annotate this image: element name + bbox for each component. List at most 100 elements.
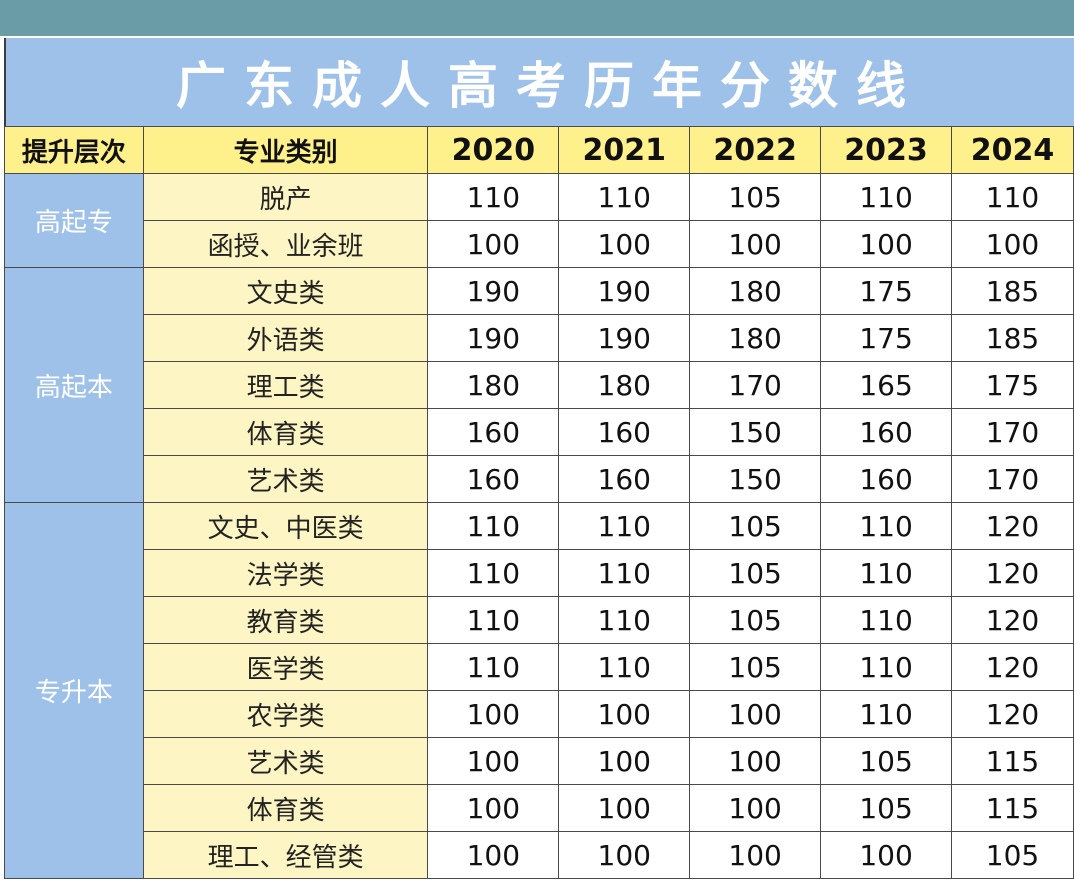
score-cell: 175: [820, 267, 952, 315]
score-cell: 185: [951, 267, 1074, 315]
category-cell: 函授、业余班: [142, 220, 429, 268]
score-cell: 100: [951, 220, 1074, 268]
category-cell: 体育类: [142, 784, 429, 832]
category-cell: 教育类: [142, 596, 429, 644]
score-cell: 100: [427, 690, 560, 738]
score-cell: 100: [558, 690, 691, 738]
score-cell: 165: [820, 361, 952, 409]
category-cell: 法学类: [142, 549, 429, 597]
score-cell: 160: [427, 408, 560, 456]
score-cell: 110: [558, 596, 691, 644]
table-row: 理工类 180 180 170 165 175: [5, 361, 1074, 409]
category-cell: 艺术类: [142, 737, 429, 785]
score-cell: 110: [820, 643, 952, 691]
score-cell: 160: [820, 408, 952, 456]
score-cell: 180: [689, 314, 822, 362]
category-cell: 理工类: [142, 361, 429, 409]
score-cell: 105: [689, 596, 822, 644]
table-row: 体育类 100 100 100 105 115: [5, 784, 1074, 832]
table-row: 外语类 190 190 180 175 185: [5, 314, 1074, 362]
score-cell: 190: [427, 314, 560, 362]
score-cell: 190: [427, 267, 560, 315]
score-cell: 100: [689, 737, 822, 785]
table-row: 医学类 110 110 105 110 120: [5, 643, 1074, 691]
header-year: 2021: [558, 126, 691, 174]
score-cell: 105: [689, 643, 822, 691]
score-cell: 100: [689, 220, 822, 268]
table-row: 艺术类 160 160 150 160 170: [5, 455, 1074, 503]
score-cell: 105: [689, 173, 822, 221]
score-cell: 110: [427, 502, 560, 550]
score-cell: 160: [558, 408, 691, 456]
score-cell: 100: [427, 220, 560, 268]
score-cell: 160: [427, 455, 560, 503]
score-cell: 110: [558, 173, 691, 221]
score-cell: 105: [820, 737, 952, 785]
table-row: 理工、经管类 100 100 100 100 105: [5, 831, 1074, 879]
score-cell: 110: [427, 643, 560, 691]
score-cell: 100: [820, 220, 952, 268]
score-cell: 110: [820, 502, 952, 550]
score-cell: 150: [689, 408, 822, 456]
score-cell: 110: [558, 643, 691, 691]
score-cell: 190: [558, 314, 691, 362]
score-cell: 100: [558, 737, 691, 785]
score-cell: 100: [689, 690, 822, 738]
score-cell: 115: [951, 784, 1074, 832]
score-cell: 160: [820, 455, 952, 503]
table-row: 农学类 100 100 100 110 120: [5, 690, 1074, 738]
table-row: 体育类 160 160 150 160 170: [5, 408, 1074, 456]
category-cell: 体育类: [142, 408, 429, 456]
top-bar: [0, 0, 1074, 36]
score-cell: 115: [951, 737, 1074, 785]
score-cell: 175: [951, 361, 1074, 409]
score-cell: 120: [951, 502, 1074, 550]
score-cell: 110: [427, 173, 560, 221]
score-cell: 185: [951, 314, 1074, 362]
score-cell: 110: [427, 549, 560, 597]
table-row: 高起本 文史类 190 190 180 175 185: [4, 267, 1074, 503]
score-cell: 100: [558, 784, 691, 832]
category-cell: 脱产: [142, 173, 429, 221]
score-cell: 180: [427, 361, 560, 409]
category-cell: 农学类: [142, 690, 429, 738]
score-cell: 190: [558, 267, 691, 315]
page-title: 广东成人高考历年分数线: [4, 38, 1074, 126]
header-year: 2022: [689, 126, 822, 174]
score-cell: 110: [558, 549, 691, 597]
score-cell: 180: [558, 361, 691, 409]
score-cell: 105: [820, 784, 952, 832]
header-category: 专业类别: [142, 126, 429, 174]
score-cell: 100: [689, 831, 822, 879]
header-year: 2023: [820, 126, 952, 174]
category-cell: 文史、中医类: [142, 502, 429, 550]
category-cell: 艺术类: [142, 455, 429, 503]
header-row: 提升层次 专业类别 2020 2021 2022 2023 2024: [4, 126, 1074, 174]
score-cell: 120: [951, 549, 1074, 597]
category-cell: 理工、经管类: [142, 831, 429, 879]
category-cell: 外语类: [142, 314, 429, 362]
table-row: 函授、业余班 100 100 100 100 100: [5, 220, 1074, 268]
score-table: 提升层次 专业类别 2020 2021 2022 2023 2024 高起专 脱产…: [4, 126, 1074, 879]
score-cell: 175: [820, 314, 952, 362]
score-cell: 100: [427, 831, 560, 879]
score-cell: 110: [820, 173, 952, 221]
score-cell: 110: [558, 502, 691, 550]
score-cell: 110: [820, 690, 952, 738]
score-cell: 110: [427, 596, 560, 644]
table-row: 专升本 文史、中医类 110 110 105 110 120: [4, 502, 1074, 879]
score-cell: 120: [951, 643, 1074, 691]
table-row: 法学类 110 110 105 110 120: [5, 549, 1074, 597]
score-cell: 170: [951, 408, 1074, 456]
score-cell: 180: [689, 267, 822, 315]
score-cell: 100: [558, 831, 691, 879]
score-cell: 105: [689, 549, 822, 597]
score-cell: 120: [951, 596, 1074, 644]
score-cell: 110: [820, 596, 952, 644]
table-row: 艺术类 100 100 100 105 115: [5, 737, 1074, 785]
score-cell: 100: [427, 737, 560, 785]
score-cell: 150: [689, 455, 822, 503]
score-cell: 105: [689, 502, 822, 550]
score-cell: 170: [951, 455, 1074, 503]
score-cell: 170: [689, 361, 822, 409]
